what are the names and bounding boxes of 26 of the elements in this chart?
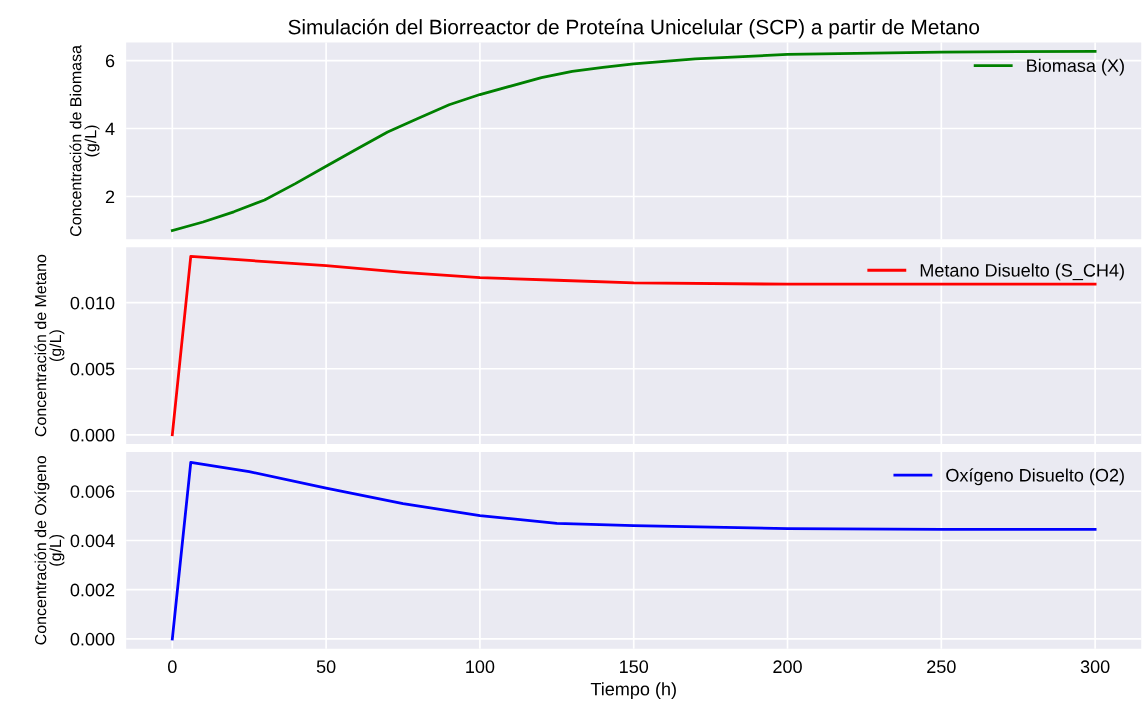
y-tick-label: 0.005	[70, 362, 115, 376]
x-tick-label: 100	[466, 660, 495, 674]
y-tick-label: 0.010	[70, 296, 115, 310]
x-tick-label: 50	[316, 660, 336, 674]
y-axis-title: Concentración de Biomasa (g/L)	[69, 45, 100, 237]
line-series	[170, 49, 1097, 232]
y-tick-label: 0.000	[70, 428, 115, 442]
x-tick-label: 0	[168, 660, 177, 674]
y-tick-label: 0.002	[70, 583, 115, 597]
legend-label: Oxígeno Disuelto (O2)	[946, 468, 1124, 486]
y-axis-title: Concentración de Oxígeno (g/L)	[34, 455, 65, 645]
y-tick-label: 6	[105, 54, 115, 68]
x-tick-label: 150	[620, 660, 649, 674]
x-tick-label: 200	[773, 660, 802, 674]
y-tick-label: 4	[105, 122, 115, 136]
legend-label: Biomasa (X)	[1027, 58, 1124, 76]
y-axis-title: Concentración de Metano (g/L)	[34, 254, 65, 437]
chart-title: Simulación del Biorreactor de Proteína Unicelular (SCP) a partir de Metano	[288, 18, 980, 39]
x-axis-title: Tiempo (h)	[590, 682, 676, 700]
x-tick-label: 250	[927, 660, 956, 674]
x-tick-label: 300	[1080, 660, 1110, 674]
y-tick-label: 0.004	[70, 534, 115, 548]
y-tick-label: 0.006	[70, 485, 115, 498]
y-tick-label: 0.000	[70, 632, 115, 646]
legend-label: Metano Disuelto (S_CH4)	[920, 263, 1124, 281]
y-tick-label: 2	[105, 190, 115, 204]
